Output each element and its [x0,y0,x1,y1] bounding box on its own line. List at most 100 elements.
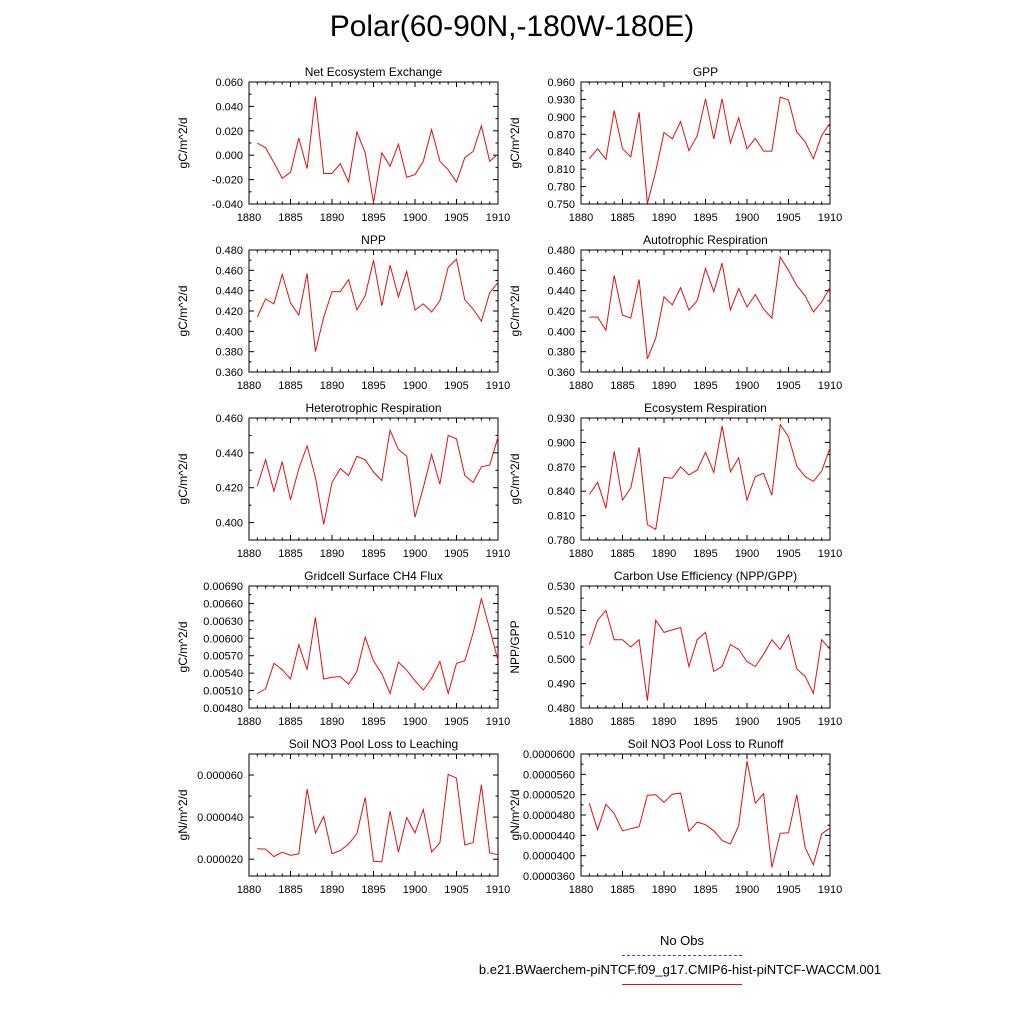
x-tick-label: 1885 [278,548,302,560]
x-tick-label: 1905 [776,380,800,392]
panel-title: Gridcell Surface CH4 Flux [304,569,443,583]
y-tick-label: 0.000020 [197,854,243,866]
panel-title: Net Ecosystem Exchange [305,65,443,79]
x-tick-label: 1910 [486,212,510,224]
x-tick-label: 1900 [403,548,427,560]
y-tick-label: 0.840 [547,147,575,159]
y-tick-label: 0.530 [547,581,575,593]
y-tick-label: 0.780 [547,182,575,194]
y-tick-label: 0.400 [547,326,575,338]
panel-5: Heterotrophic Respiration gC/m^2/d 1880 188… [176,401,510,560]
x-tick-label: 1905 [776,212,800,224]
y-tick-label: 0.520 [547,605,575,617]
x-tick-label: 1910 [486,548,510,560]
panel-10: Soil NO3 Pool Loss to Runoff gN/m^2/d 1880… [508,737,842,896]
y-tick-label: 0.040 [215,101,243,113]
y-tick-label: 0.870 [547,129,575,141]
y-tick-label: 0.400 [215,326,243,338]
y-tick-label: 0.000040 [197,812,243,824]
x-tick-label: 1895 [693,380,717,392]
y-tick-label: 0.00600 [203,633,243,645]
x-tick-label: 1905 [444,548,468,560]
x-tick-label: 1890 [652,548,676,560]
y-tick-label: 0.0000440 [523,830,575,842]
panel-title: NPP [361,233,386,247]
series-line [588,609,831,701]
x-tick-label: 1885 [278,212,302,224]
x-tick-label: 1910 [818,212,842,224]
y-tick-label: -0.020 [212,175,243,187]
y-tick-label: 0.060 [215,77,243,89]
y-tick-label: 0.00540 [203,668,243,680]
y-tick-label: 0.460 [215,265,243,277]
y-tick-label: 0.900 [547,112,575,124]
y-axis-label: gC/m^2/d [508,118,522,169]
panel-title: Heterotrophic Respiration [305,401,441,415]
x-tick-label: 1905 [776,716,800,728]
y-tick-label: 0.360 [547,367,575,379]
x-tick-label: 1895 [361,212,385,224]
x-tick-label: 1895 [693,716,717,728]
y-tick-label: 0.480 [547,245,575,257]
x-tick-label: 1910 [818,884,842,896]
y-tick-label: 0.380 [547,347,575,359]
x-tick-label: 1895 [361,884,385,896]
x-tick-label: 1905 [444,380,468,392]
plot-frame [248,585,499,709]
series-line [257,96,499,203]
x-tick-label: 1910 [818,716,842,728]
x-tick-label: 1905 [444,884,468,896]
series-line [257,773,499,863]
y-tick-label: 0.0000520 [523,790,575,802]
x-tick-label: 1880 [237,716,261,728]
y-axis-label: gC/m^2/d [176,622,190,673]
plot-frame [248,81,499,205]
y-tick-label: 0.380 [215,347,243,359]
x-tick-label: 1900 [403,716,427,728]
x-tick-label: 1910 [486,380,510,392]
panel-7: Gridcell Surface CH4 Flux gC/m^2/d 1880 188… [176,569,510,728]
panel-2: GPP gC/m^2/d 1880 1885 1890 1895 1900 1905 1910 0… [508,65,842,224]
y-tick-label: 0.900 [547,437,575,449]
x-tick-label: 1895 [361,380,385,392]
y-tick-label: 0.440 [215,286,243,298]
y-tick-label: 0.400 [215,518,243,530]
x-tick-label: 1890 [652,716,676,728]
legend-case-label: b.e21.BWaerchem-piNTCF.f09_g17.CMIP6-his… [478,962,882,977]
y-tick-label: 0.000060 [197,770,243,782]
y-tick-label: 0.360 [215,367,243,379]
series-line [588,96,831,204]
y-tick-label: 0.020 [215,126,243,138]
y-tick-label: 0.930 [547,413,575,425]
x-tick-label: 1900 [735,716,759,728]
series-line [256,258,499,352]
x-tick-label: 1895 [693,548,717,560]
y-tick-label: 0.440 [215,448,243,460]
x-tick-label: 1895 [693,212,717,224]
y-tick-label: 0.870 [547,462,575,474]
x-tick-label: 1910 [818,548,842,560]
legend-obs-line [622,955,742,956]
panel-1: Net Ecosystem Exchange gC/m^2/d 1880 1885 18… [176,65,510,224]
x-tick-label: 1880 [569,212,593,224]
x-tick-label: 1885 [278,716,302,728]
y-axis-label: gN/m^2/d [176,790,190,841]
y-tick-label: 0.0000400 [523,851,575,863]
x-tick-label: 1880 [569,884,593,896]
x-tick-label: 1885 [610,380,634,392]
x-tick-label: 1905 [776,884,800,896]
series-line [588,761,831,868]
panel-6: Ecosystem Respiration gC/m^2/d 1880 1885 189… [508,401,842,560]
panel-title: Carbon Use Efficiency (NPP/GPP) [614,569,797,583]
x-tick-label: 1885 [278,380,302,392]
y-tick-label: 0.0000600 [523,749,575,761]
x-tick-label: 1880 [569,380,593,392]
x-tick-label: 1905 [444,716,468,728]
y-tick-label: 0.840 [547,486,575,498]
y-tick-label: 0.480 [547,703,575,715]
y-axis-label: gC/m^2/d [176,286,190,337]
panel-title: Autotrophic Respiration [643,233,768,247]
x-tick-label: 1910 [486,716,510,728]
y-tick-label: 0.00660 [203,598,243,610]
